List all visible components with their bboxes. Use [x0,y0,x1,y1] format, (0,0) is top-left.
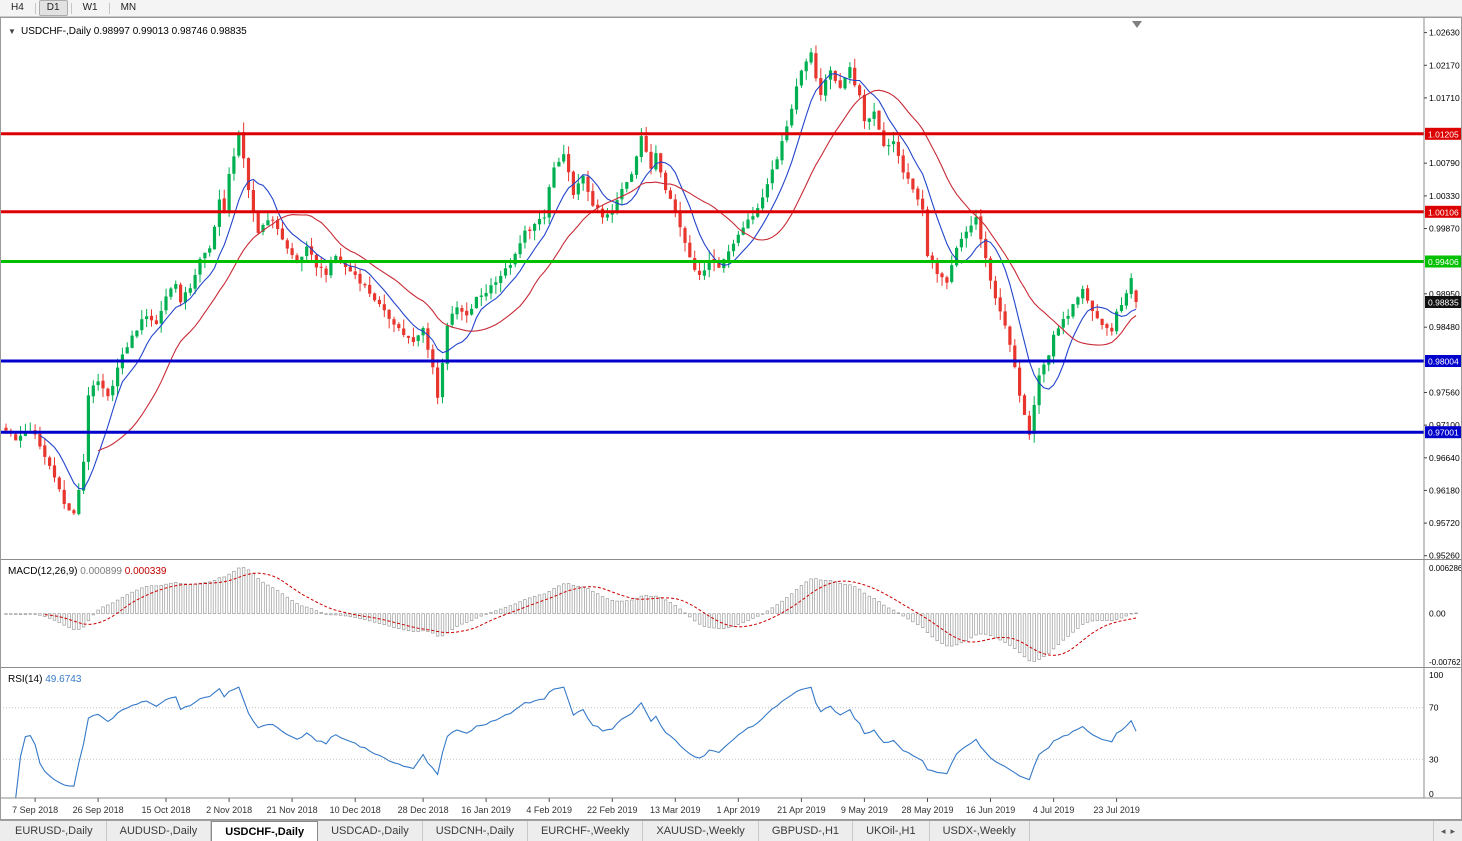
svg-text:0.96180: 0.96180 [1429,485,1460,495]
svg-text:-0.00762: -0.00762 [1429,658,1461,667]
svg-text:1.01710: 1.01710 [1429,93,1460,103]
chart-title: ▼ USDCHF-,Daily 0.98997 0.99013 0.98746 0… [8,26,247,37]
svg-text:0.95720: 0.95720 [1429,518,1460,528]
svg-text:1.02630: 1.02630 [1429,28,1460,38]
svg-text:0.006286: 0.006286 [1429,564,1462,573]
svg-text:0.98004: 0.98004 [1428,357,1459,367]
tab-usdx-weekly[interactable]: USDX-,Weekly [930,821,1030,841]
macd-readout: MACD(12,26,9) 0.000899 0.000339 [8,566,167,577]
tab-usdchf-daily[interactable]: USDCHF-,Daily [211,821,319,841]
chart-tab-bar: EURUSD-,Daily AUDUSD-,Daily USDCHF-,Daily U… [0,820,1462,841]
level-price-label [1425,355,1461,367]
svg-text:0.99870: 0.99870 [1429,224,1460,234]
svg-text:100: 100 [1429,670,1443,680]
macd-signal-line [44,572,1137,656]
svg-text:70: 70 [1429,703,1439,713]
ma-fast-line [39,73,1137,490]
timeframe-toolbar: H4 D1 W1 MN [0,0,1462,17]
svg-text:1 Apr 2019: 1 Apr 2019 [717,805,761,815]
price-axis[interactable]: 1.02630 1.02170 1.01710 1.00790 1.00330 0.998… [1423,17,1461,798]
chart-canvas[interactable]: ▼ USDCHF-,Daily 0.98997 0.99013 0.98746 0… [0,17,1462,820]
ma-slow-line [97,89,1137,452]
svg-text:4 Feb 2019: 4 Feb 2019 [526,805,572,815]
svg-text:21 Nov 2018: 21 Nov 2018 [267,805,318,815]
tab-gbpusd-h1[interactable]: GBPUSD-,H1 [759,821,854,841]
timeframe-button-mn[interactable]: MN [120,2,137,13]
svg-text:1.00106: 1.00106 [1428,207,1459,217]
svg-text:1.02170: 1.02170 [1429,60,1460,70]
timeframe-button-h4[interactable]: H4 [11,2,24,13]
rsi-pane[interactable]: 100 70 30 0 RSI(14) 49.6743 [0,670,1443,799]
svg-text:0.95260: 0.95260 [1429,551,1460,561]
toolbar-separator [34,2,36,14]
svg-text:2 Nov 2018: 2 Nov 2018 [206,805,252,815]
svg-text:0.98835: 0.98835 [1428,298,1459,308]
level-price-label [1425,205,1461,218]
svg-text:9 May 2019: 9 May 2019 [841,805,888,815]
level-price-label [1425,255,1461,268]
svg-text:1.01205: 1.01205 [1428,129,1459,139]
chart-ohlc-readout: USDCHF-,Daily 0.98997 0.99013 0.98746 0.… [21,26,247,37]
tab-eurusd-daily[interactable]: EURUSD-,Daily [2,821,107,841]
rsi-readout: RSI(14) 49.6743 [8,674,82,685]
tab-scroll-controls: ◂ ▸ [1432,821,1462,841]
tab-usdcnh-daily[interactable]: USDCNH-,Daily [423,821,528,841]
chart-tabs: EURUSD-,Daily AUDUSD-,Daily USDCHF-,Daily U… [0,821,1433,841]
timeframe-button-d1[interactable]: D1 [38,0,68,16]
svg-text:0.98950: 0.98950 [1429,289,1460,299]
svg-text:0.97560: 0.97560 [1429,388,1460,398]
candlestick-series [4,45,1138,516]
svg-text:0.97100: 0.97100 [1429,420,1460,430]
svg-text:16 Jan 2019: 16 Jan 2019 [461,805,511,815]
svg-text:23 Jul 2019: 23 Jul 2019 [1093,805,1140,815]
svg-text:15 Oct 2018: 15 Oct 2018 [141,805,190,815]
chart-menu-icon[interactable]: ▼ [8,27,16,36]
svg-text:26 Sep 2018: 26 Sep 2018 [73,805,124,815]
svg-text:1.00330: 1.00330 [1429,191,1460,201]
svg-text:22 Feb 2019: 22 Feb 2019 [587,805,638,815]
svg-text:10 Dec 2018: 10 Dec 2018 [330,805,381,815]
svg-text:16 Jun 2019: 16 Jun 2019 [966,805,1016,815]
svg-text:0: 0 [1429,789,1434,799]
tab-ukoil-h1[interactable]: UKOil-,H1 [853,821,930,841]
rsi-line [10,686,1137,799]
svg-text:28 May 2019: 28 May 2019 [901,805,953,815]
svg-text:0.97001: 0.97001 [1428,428,1459,438]
price-pane-area[interactable] [0,17,1462,820]
svg-text:13 Mar 2019: 13 Mar 2019 [650,805,701,815]
tab-eurchf-weekly[interactable]: EURCHF-,Weekly [528,821,644,841]
svg-text:21 Apr 2019: 21 Apr 2019 [777,805,826,815]
svg-text:7 Sep 2018: 7 Sep 2018 [12,805,58,815]
tab-usdcad-daily[interactable]: USDCAD-,Daily [318,821,423,841]
level-price-label [1425,127,1461,140]
svg-text:28 Dec 2018: 28 Dec 2018 [398,805,449,815]
svg-text:0.99406: 0.99406 [1428,257,1459,267]
timeframe-button-w1[interactable]: W1 [82,2,98,13]
macd-pane[interactable]: 0.006286 0.00 -0.00762 MACD(12,26,9) 0.0008… [4,564,1462,667]
toolbar-separator [70,2,72,14]
chart-shift-marker [1132,21,1142,28]
svg-text:0.96640: 0.96640 [1429,453,1460,463]
tab-scroll-left-icon[interactable]: ◂ [1440,825,1446,836]
svg-text:0.98480: 0.98480 [1429,322,1460,332]
svg-text:4 Jul 2019: 4 Jul 2019 [1033,805,1075,815]
toolbar-separator [108,2,110,14]
tab-audusd-daily[interactable]: AUDUSD-,Daily [107,821,212,841]
tab-scroll-right-icon[interactable]: ▸ [1450,825,1455,836]
level-price-label [1425,426,1461,439]
date-axis[interactable]: 7 Sep 2018 26 Sep 2018 15 Oct 2018 2 Nov 20… [0,797,1462,815]
tab-xauusd-weekly[interactable]: XAUUSD-,Weekly [643,821,759,841]
svg-text:30: 30 [1429,754,1439,764]
current-price-label [1425,296,1461,308]
svg-text:0.00: 0.00 [1429,609,1446,619]
svg-text:1.00790: 1.00790 [1429,158,1460,168]
